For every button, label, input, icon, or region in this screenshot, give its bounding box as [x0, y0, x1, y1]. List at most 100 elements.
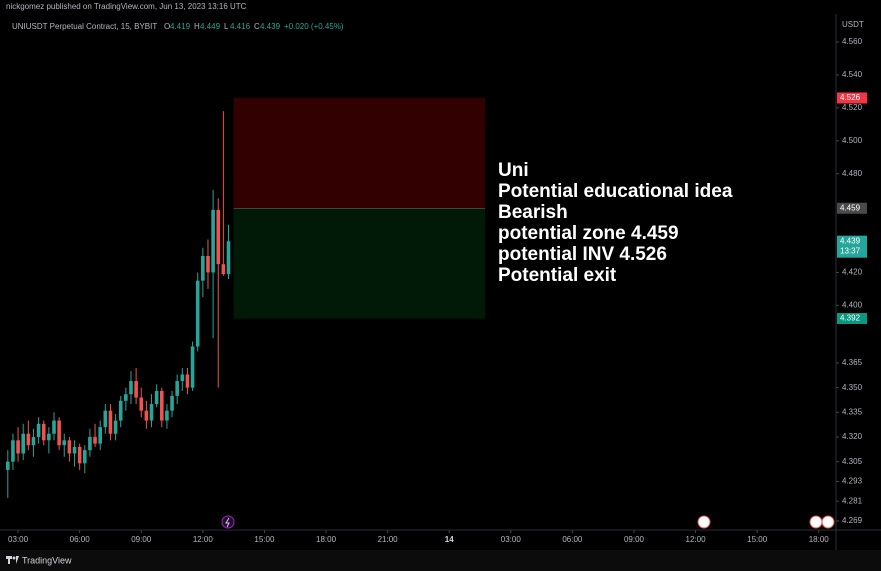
change: +0.020 (+0.45%)	[284, 22, 344, 31]
candle-body	[221, 264, 226, 275]
logo	[6, 556, 19, 564]
candle-body	[62, 440, 67, 446]
candle-body	[139, 397, 144, 411]
price-label-bg	[837, 202, 867, 214]
x-tick-label: 14	[445, 535, 454, 544]
legend-value: 4.449	[200, 22, 221, 31]
y-tick-label: 4.320	[842, 432, 863, 441]
candle-body	[11, 440, 15, 462]
y-tick-label: 4.480	[842, 169, 863, 178]
y-tick-label: 4.400	[842, 300, 863, 309]
candle-body	[129, 381, 133, 395]
y-tick-label: 4.305	[842, 457, 863, 466]
candle-body	[31, 437, 36, 446]
candle-body	[67, 440, 72, 454]
price-label: 4.439	[840, 236, 861, 245]
x-tick-label: 21:00	[378, 535, 399, 544]
candle-body	[175, 381, 179, 396]
candle-body	[72, 446, 77, 454]
price-label: 4.392	[840, 314, 861, 323]
candle-body	[82, 450, 87, 464]
candle-body	[144, 410, 149, 421]
x-tick-label: 03:00	[8, 535, 29, 544]
candle-body	[103, 410, 108, 428]
price-label: 4.526	[840, 93, 861, 102]
candle-body	[108, 410, 113, 434]
candle-body	[190, 346, 195, 388]
candle-body	[36, 423, 41, 438]
candle-body	[26, 433, 31, 446]
candle-body	[16, 440, 20, 454]
candle-body	[113, 420, 118, 434]
brand: TradingView	[22, 555, 72, 565]
candle-body	[180, 374, 185, 382]
candle-body	[98, 427, 102, 444]
legend-label: O	[164, 22, 170, 31]
x-tick-label: 18:00	[809, 535, 830, 544]
candle-body	[195, 280, 200, 347]
candle-body	[149, 404, 154, 421]
target-zone	[233, 208, 486, 319]
legend-label: H	[194, 22, 200, 31]
legend-value: 4.416	[230, 22, 251, 31]
legend-value: 4.439	[260, 22, 281, 31]
candle-body	[170, 395, 174, 411]
candle-body	[165, 410, 169, 421]
symbol: UNIUSDT Perpetual Contract, 15, BYBIT	[12, 22, 157, 31]
candle-body	[57, 420, 61, 446]
y-tick-label: 4.540	[842, 70, 863, 79]
candle-body	[185, 374, 190, 388]
candle-body	[52, 420, 56, 434]
price-label-bg	[837, 235, 867, 258]
candle-body	[77, 446, 82, 464]
note-line: potential INV 4.526	[498, 244, 667, 265]
x-tick-label: 15:00	[254, 535, 275, 544]
x-tick-label: 09:00	[131, 535, 152, 544]
candle-body	[6, 461, 10, 470]
y-tick-label: 4.560	[842, 37, 863, 46]
y-tick-label: 4.269	[842, 516, 863, 525]
x-tick-label: 09:00	[624, 535, 645, 544]
candle-body	[41, 423, 46, 441]
x-tick-label: 06:00	[562, 535, 583, 544]
candle-body	[216, 209, 221, 265]
candle-body	[134, 381, 138, 398]
y-tick-label: 4.293	[842, 477, 863, 486]
y-tick-label: 4.335	[842, 407, 863, 416]
y-tick-label: 4.365	[842, 358, 863, 367]
countdown: 13:37	[840, 246, 861, 255]
currency: USDT	[842, 20, 864, 29]
note-line: Uni	[498, 160, 529, 181]
x-tick-label: 12:00	[193, 535, 214, 544]
y-tick-label: 4.420	[842, 268, 863, 277]
x-tick-label: 03:00	[501, 535, 522, 544]
candle-body	[93, 437, 97, 444]
candle-body	[211, 209, 215, 273]
candle-body	[201, 255, 205, 281]
note-line: potential zone 4.459	[498, 223, 679, 244]
candle-body	[47, 433, 51, 441]
note-line: Potential exit	[498, 265, 617, 286]
candle-body	[226, 241, 231, 275]
x-tick-label: 12:00	[686, 535, 707, 544]
x-tick-label: 15:00	[747, 535, 768, 544]
y-tick-label: 4.520	[842, 103, 863, 112]
stop-zone	[233, 97, 486, 209]
y-tick-label: 4.281	[842, 496, 863, 505]
legend-label: C	[254, 22, 260, 31]
candle-body	[154, 390, 159, 405]
candle-body	[88, 437, 92, 451]
footer	[0, 550, 881, 571]
y-tick-label: 4.350	[842, 383, 863, 392]
candle-body	[21, 433, 25, 454]
event-icons	[221, 515, 835, 529]
price-label-bg	[837, 313, 867, 325]
x-tick-label: 18:00	[316, 535, 337, 544]
candle-body	[124, 394, 128, 401]
price-label: 4.459	[840, 203, 861, 212]
publisher: nickgomez published on TradingView.com, …	[6, 2, 247, 11]
price-label-bg	[837, 92, 867, 104]
note-line: Bearish	[498, 202, 568, 223]
candle-body	[118, 400, 123, 421]
